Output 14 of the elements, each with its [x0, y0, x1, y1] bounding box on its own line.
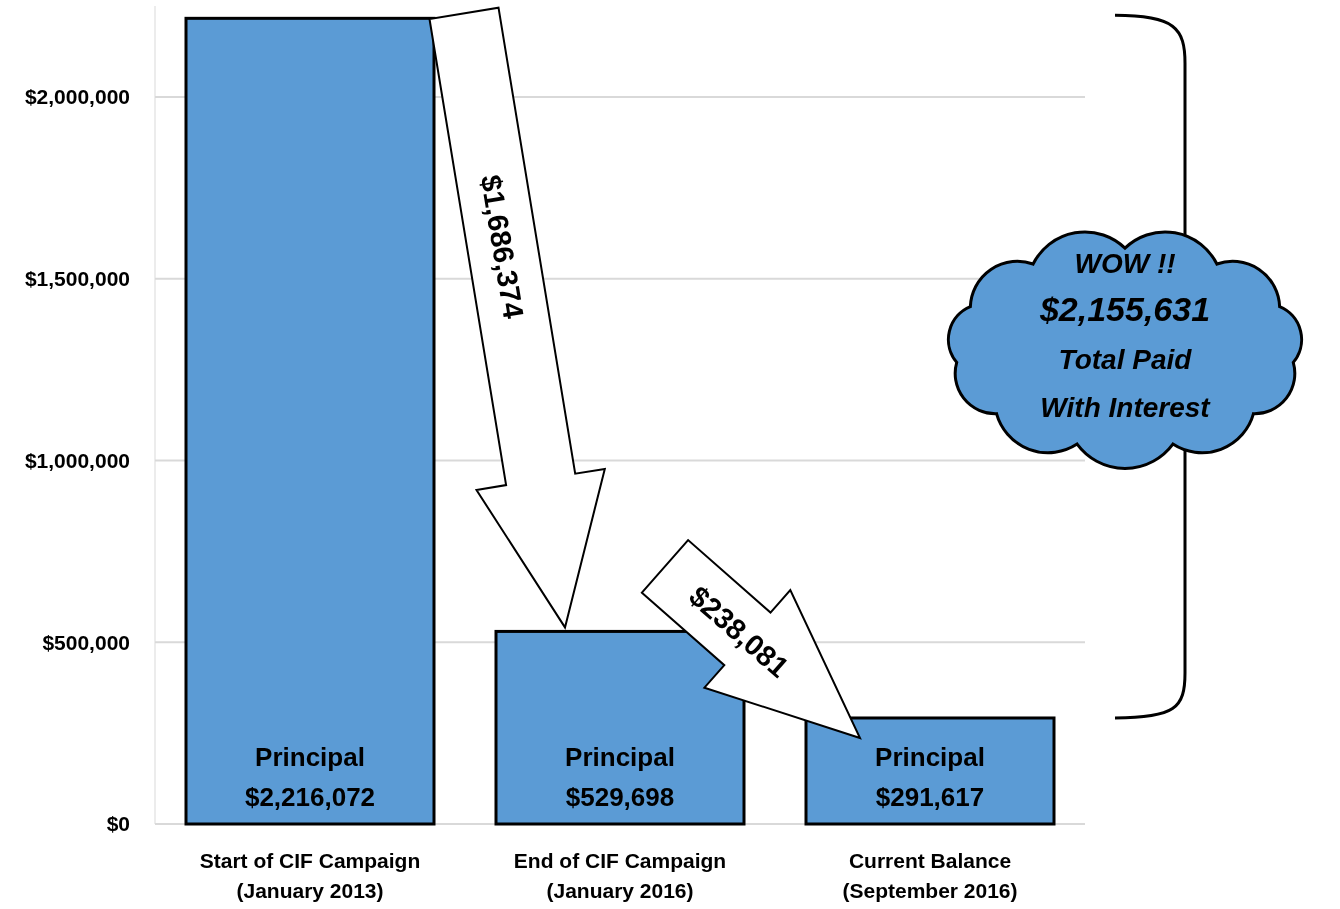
- x-tick-label: Current Balance (September 2016): [842, 849, 1018, 902]
- x-tick-label: Start of CIF Campaign (January 2013): [199, 849, 421, 902]
- y-tick-label: $1,000,000: [24, 448, 130, 472]
- x-tick-label: End of CIF Campaign (January 2016): [513, 849, 727, 902]
- y-tick-label: $0: [106, 812, 130, 836]
- data-label: Principal $529,698: [565, 742, 675, 812]
- data-label: Principal $2,216,072: [244, 742, 376, 812]
- data-label: Principal $291,617: [875, 742, 985, 812]
- bar: [804, 716, 1056, 826]
- annotation: $1,686,374: [474, 172, 530, 321]
- y-tick-label: $1,500,000: [24, 267, 130, 291]
- annotation: WOW !! $2,155,631 Total Paid With Interest: [1038, 248, 1212, 424]
- y-tick-label: $500,000: [42, 630, 130, 654]
- y-tick-label: $2,000,000: [24, 85, 130, 109]
